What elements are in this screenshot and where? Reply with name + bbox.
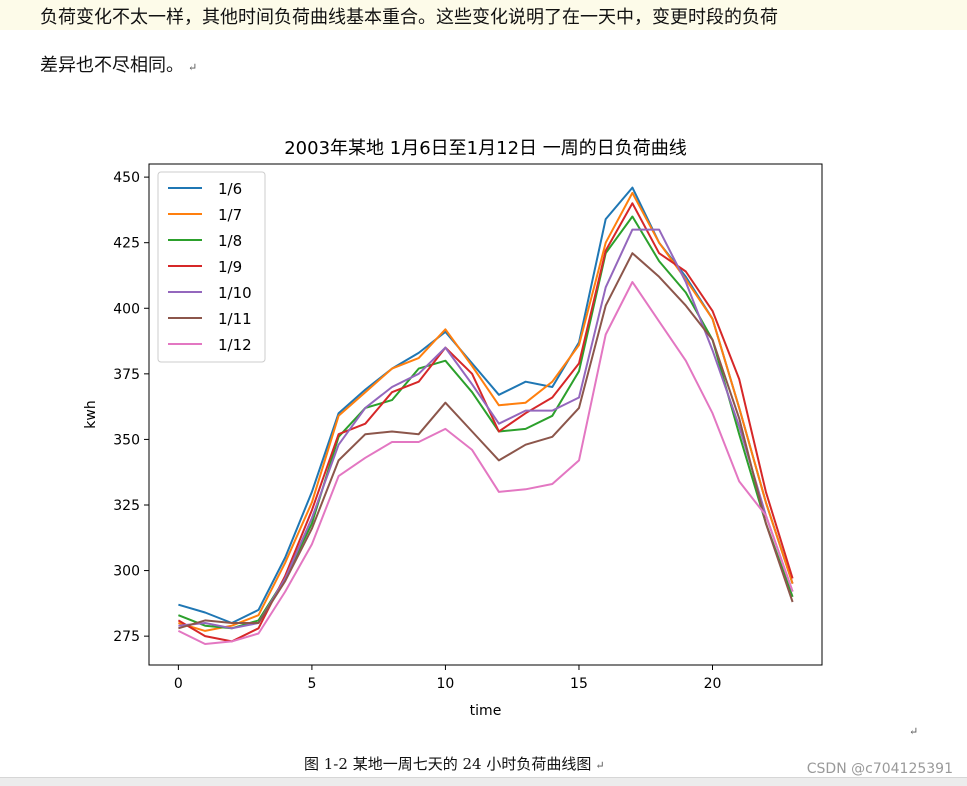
csdn-watermark: CSDN @c704125391 — [806, 761, 953, 777]
y-tick-label: 375 — [113, 367, 140, 383]
legend-label: 1/8 — [218, 232, 242, 250]
figure-caption: 图 1-2 某地一周七天的 24 小时负荷曲线图 ↵ — [304, 753, 605, 774]
legend-label: 1/11 — [218, 310, 252, 328]
y-tick-label: 425 — [113, 236, 140, 252]
paragraph-mark-icon-2: ↵ — [909, 725, 919, 738]
chart-title: 2003年某地 1月6日至1月12日 一周的日负荷曲线 — [284, 138, 687, 159]
caption-paragraph-mark-icon: ↵ — [595, 759, 605, 772]
x-tick-label: 15 — [570, 676, 588, 692]
series-line-1-9 — [177, 202, 794, 643]
paragraph-line-2-text: 差异也不尽相同。 — [40, 55, 184, 76]
legend-label: 1/12 — [218, 336, 252, 354]
x-tick-label: 20 — [704, 676, 722, 692]
series-line-1-11 — [178, 252, 794, 630]
plot-frame — [148, 163, 823, 666]
x-tick-label: 5 — [307, 676, 316, 692]
legend-label: 1/6 — [218, 180, 242, 198]
series-line-1-6 — [178, 186, 794, 624]
highlight-band — [0, 0, 967, 30]
legend-label: 1/9 — [218, 258, 242, 276]
series-line-1-8 — [178, 215, 794, 630]
y-tick-label: 400 — [113, 301, 140, 317]
x-tick-label: 10 — [437, 676, 455, 692]
y-tick-label: 275 — [113, 629, 140, 645]
x-axis-label: time — [470, 703, 502, 719]
bottom-scroll-area — [0, 777, 967, 786]
series-line-1-7 — [178, 191, 794, 632]
series-line-1-12 — [177, 281, 794, 645]
figure-caption-text: 图 1-2 某地一周七天的 24 小时负荷曲线图 — [304, 755, 592, 773]
y-tick-label: 350 — [113, 432, 140, 448]
legend-box — [157, 171, 266, 363]
paragraph-line-2: 差异也不尽相同。 ↵ — [40, 51, 197, 77]
y-tick-label: 450 — [113, 170, 140, 186]
paragraph-line-1: 负荷变化不太一样，其他时间负荷曲线基本重合。这些变化说明了在一天中，变更时段的负… — [40, 7, 778, 28]
y-axis-label: kwh — [83, 400, 99, 428]
paragraph-mark-icon: ↵ — [188, 61, 198, 74]
y-tick-label: 325 — [113, 498, 140, 514]
legend-label: 1/7 — [218, 206, 242, 224]
series-line-1-10 — [178, 228, 794, 630]
x-tick-label: 0 — [174, 676, 183, 692]
legend-label: 1/10 — [218, 284, 252, 302]
y-tick-label: 300 — [113, 564, 140, 580]
